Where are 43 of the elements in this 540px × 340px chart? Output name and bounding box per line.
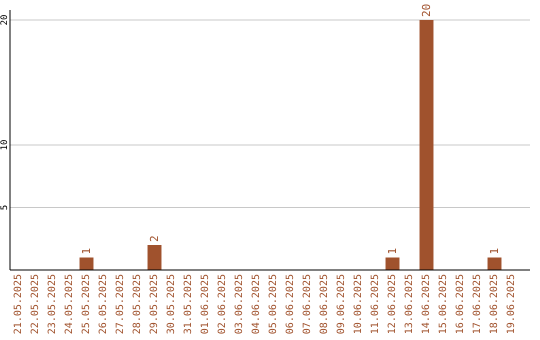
x-tick-label: 08.06.2025 xyxy=(319,274,330,334)
x-tick-label: 27.05.2025 xyxy=(115,274,126,334)
x-tick-label: 29.05.2025 xyxy=(149,274,160,334)
y-tick-label: 20 xyxy=(0,14,10,26)
x-tick-label: 28.05.2025 xyxy=(132,274,143,334)
x-tick-label: 31.05.2025 xyxy=(183,274,194,334)
x-tick-label: 03.06.2025 xyxy=(234,274,245,334)
x-tick-label: 23.05.2025 xyxy=(47,274,58,334)
x-tick-label: 04.06.2025 xyxy=(251,274,262,334)
x-tick-label: 10.06.2025 xyxy=(353,274,364,334)
x-tick-label: 15.06.2025 xyxy=(438,274,449,334)
bar xyxy=(386,258,400,270)
x-tick-label: 05.06.2025 xyxy=(268,274,279,334)
x-tick-label: 24.05.2025 xyxy=(64,274,75,334)
y-tick-label: 10 xyxy=(0,140,10,150)
bar xyxy=(80,258,94,270)
x-tick-label: 11.06.2025 xyxy=(370,274,381,334)
x-tick-label: 16.06.2025 xyxy=(455,274,466,334)
data-label: 20 xyxy=(420,4,433,17)
x-tick-label: 09.06.2025 xyxy=(336,274,347,334)
x-tick-label: 21.05.2025 xyxy=(13,274,24,334)
bar xyxy=(420,20,434,270)
data-label: 1 xyxy=(80,248,93,254)
data-label: 1 xyxy=(386,248,399,254)
x-tick-label: 02.06.2025 xyxy=(217,274,228,334)
x-tick-label: 17.06.2025 xyxy=(472,274,483,334)
x-tick-label: 12.06.2025 xyxy=(387,274,398,334)
x-tick-label: 22.05.2025 xyxy=(30,274,41,334)
x-tick-label: 26.05.2025 xyxy=(98,274,109,334)
bar xyxy=(488,258,502,270)
x-tick-label: 25.05.2025 xyxy=(81,274,92,334)
data-label: 2 xyxy=(148,235,161,242)
x-tick-label: 06.06.2025 xyxy=(285,274,296,334)
x-tick-label: 30.05.2025 xyxy=(166,274,177,334)
bar xyxy=(148,245,162,270)
x-tick-label: 14.06.2025 xyxy=(421,274,432,334)
x-tick-label: 01.06.2025 xyxy=(200,274,211,334)
x-tick-label: 18.06.2025 xyxy=(489,274,500,334)
data-label: 1 xyxy=(488,248,501,254)
x-tick-label: 07.06.2025 xyxy=(302,274,313,334)
y-tick-label: 5 xyxy=(0,204,10,210)
x-tick-label: 19.06.2025 xyxy=(506,274,517,334)
x-tick-label: 13.06.2025 xyxy=(404,274,415,334)
